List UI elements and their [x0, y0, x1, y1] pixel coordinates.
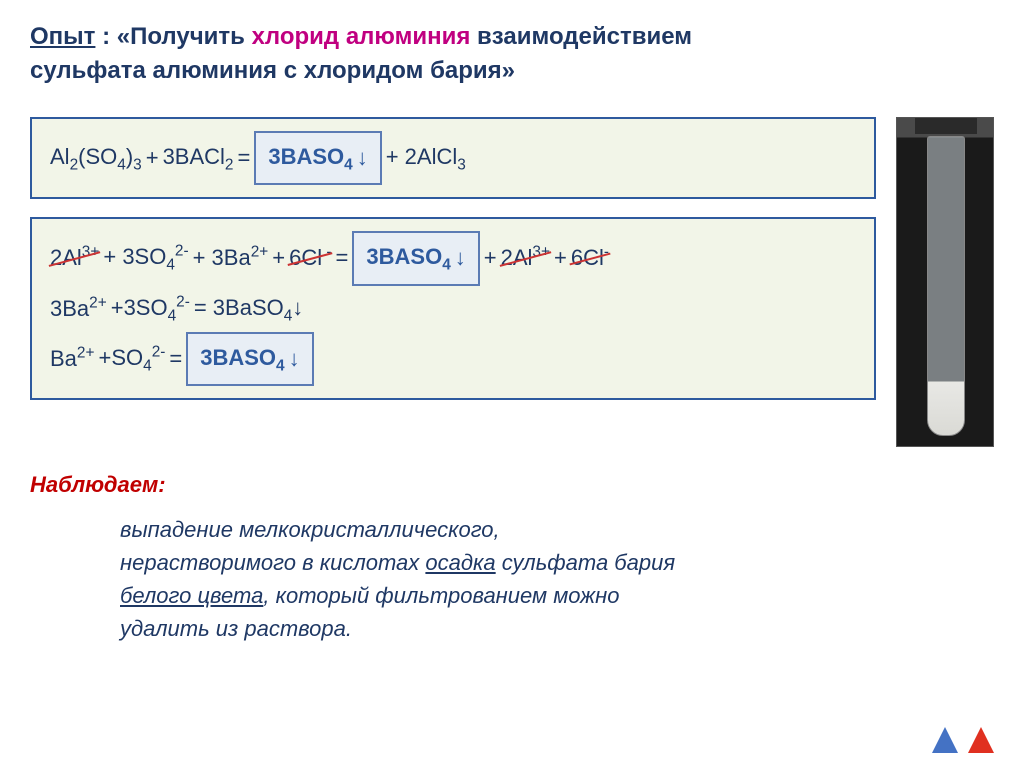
spectator-cl-left: 6Cl - [289, 236, 331, 280]
observe-heading: Наблюдаем: [30, 472, 994, 498]
product-baso4: 3BASO4 ↓ [254, 131, 381, 185]
product-baso4-net: 3BASO4 ↓ [186, 332, 313, 386]
tube-clamp [915, 118, 977, 134]
precipitate-arrow-icon: ↓ [455, 236, 466, 280]
product-baso4-ionic: 3BASO4 ↓ [352, 231, 479, 285]
experiment-title: Опыт : «Получить хлорид алюминия взаимод… [30, 20, 994, 87]
ionic-equation-box: 2Al3+ + 3SO42- + 3Ba2+ + 6Cl - = 3BASO4 … [30, 217, 876, 400]
molecular-equation-box: Al2(SO4)3 + 3BACl2 = 3BASO4 ↓ + 2AlCl3 [30, 117, 876, 199]
molecular-equation: Al2(SO4)3 + 3BACl2 = 3BASO4 ↓ + 2AlCl3 [50, 131, 856, 185]
net-ionic-equation: Ba2+ +SO42- = 3BASO4 ↓ [50, 332, 856, 386]
tube-liquid [927, 136, 965, 436]
nav-up-blue-icon[interactable] [932, 727, 958, 753]
nav-arrows [932, 727, 994, 753]
precipitate-arrow-icon: ↓ [289, 337, 300, 381]
content-row: Al2(SO4)3 + 3BACl2 = 3BASO4 ↓ + 2AlCl3 2… [30, 117, 994, 447]
spectator-al-left: 2Al3+ [50, 236, 99, 280]
observation-text: выпадение мелкокристаллического, нераств… [120, 513, 820, 645]
spectator-cl-right: 6Cl- [571, 236, 609, 280]
spectator-al-right: 2Al3+ [501, 236, 550, 280]
title-opyt: Опыт [30, 23, 95, 50]
net-ionic-intermediate: 3Ba2+ +3SO42- = 3BaSO4↓ [50, 286, 856, 332]
test-tube-photo [896, 117, 994, 447]
precipitate-arrow-icon: ↓ [357, 136, 368, 180]
title-substance: хлорид алюминия [252, 23, 471, 50]
equations-column: Al2(SO4)3 + 3BACl2 = 3BASO4 ↓ + 2AlCl3 2… [30, 117, 876, 418]
nav-up-red-icon[interactable] [968, 727, 994, 753]
full-ionic-equation: 2Al3+ + 3SO42- + 3Ba2+ + 6Cl - = 3BASO4 … [50, 231, 856, 285]
